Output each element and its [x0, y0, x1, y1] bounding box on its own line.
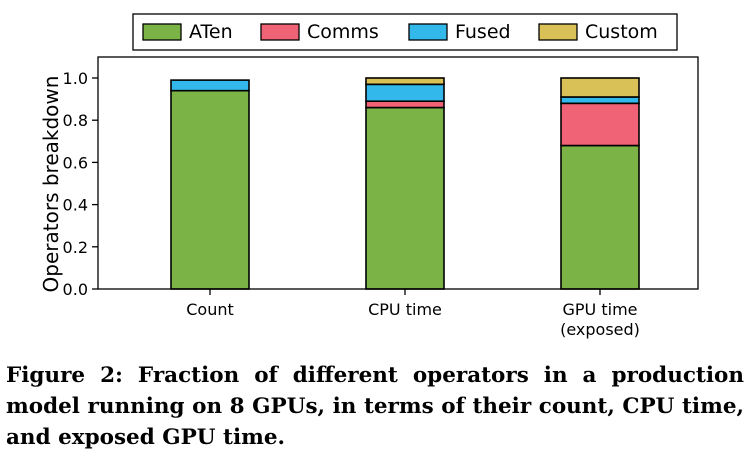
x-tick-label: GPU time (exposed) [560, 300, 640, 339]
legend-swatch-comms [260, 23, 300, 41]
y-tick-label: 1.0 [63, 69, 88, 88]
bar-custom-2 [365, 77, 445, 86]
bar-aten-1 [170, 89, 250, 290]
legend-label-comms: Comms [307, 21, 379, 43]
y-tick-label: 0.6 [63, 153, 88, 172]
figure-caption: Figure 2: Fraction of different operator… [6, 363, 744, 450]
y-tick-label: 0.0 [63, 280, 88, 299]
bar-comms-2 [365, 100, 445, 109]
y-tick-label: 0.2 [63, 238, 88, 257]
bars-group [170, 77, 640, 290]
legend-swatch-custom [538, 23, 578, 41]
y-tick-label: 0.8 [63, 111, 88, 130]
x-tick-label: CPU time [368, 300, 442, 319]
legend-label-fused: Fused [455, 21, 511, 43]
axes-group: Count CPU time GPU time (exposed) 0.0 0.2 0.4 0… [63, 56, 699, 339]
legend-swatch-fused [408, 23, 448, 41]
x-tick-label: Count [186, 300, 234, 319]
chart: Count CPU time GPU time (exposed) 0.0 0.2 0.4 0… [39, 13, 699, 339]
bar-aten-3 [560, 144, 640, 290]
bar-comms-3 [560, 102, 640, 147]
bar-fused-3 [560, 96, 640, 105]
bar-fused-1 [170, 79, 250, 92]
legend-swatch-aten [142, 23, 182, 41]
legend-box [132, 13, 678, 51]
plot-frame [97, 56, 699, 290]
bar-custom-3 [560, 77, 640, 98]
legend-label-aten: ATen [189, 21, 233, 43]
y-axis-label: Operators breakdown [39, 76, 63, 293]
legend-label-custom: Custom [585, 21, 658, 43]
y-tick-label: 0.4 [63, 196, 88, 215]
bar-aten-2 [365, 106, 445, 290]
bar-fused-2 [365, 83, 445, 103]
legend: ATen Comms Fused Custom [132, 13, 678, 51]
